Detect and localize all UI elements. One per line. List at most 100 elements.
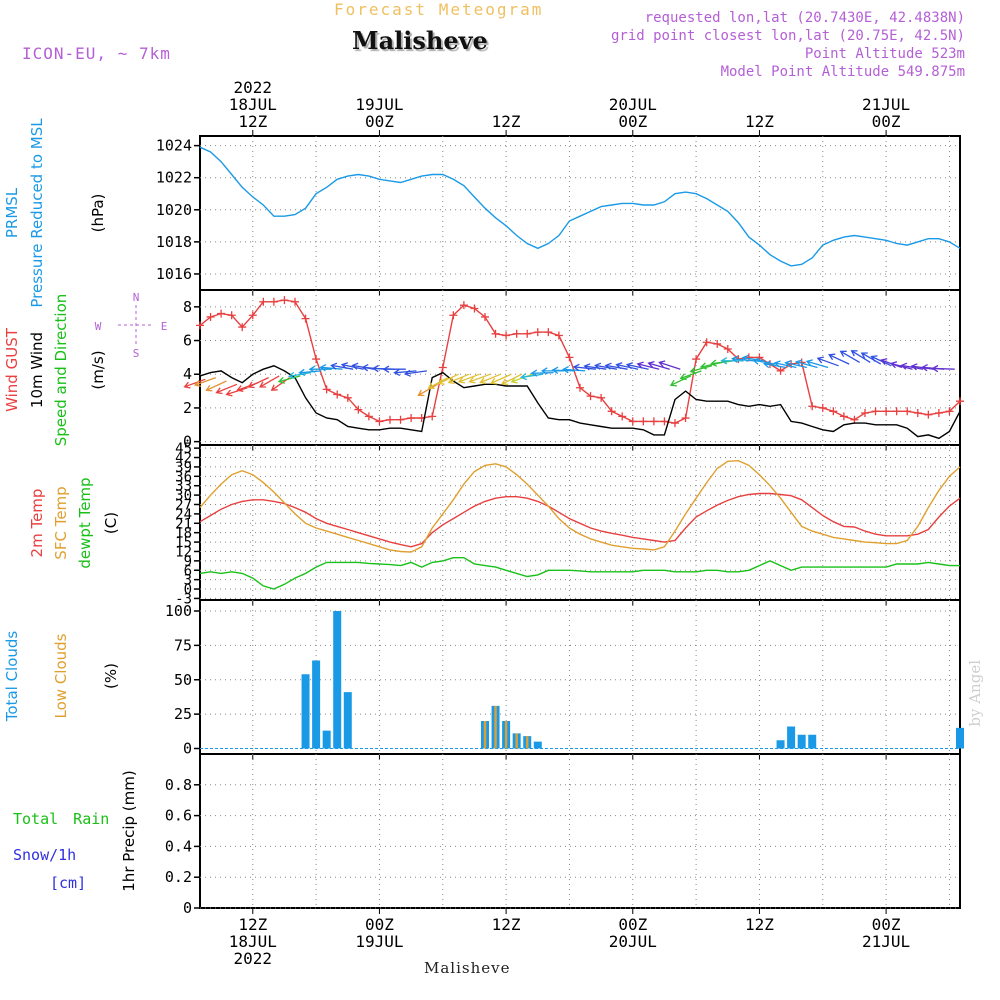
cloud-bar-total (797, 734, 806, 749)
wind-barb (900, 362, 924, 370)
wind-barb (850, 350, 871, 363)
wind-barb (816, 356, 839, 367)
gust-marker (681, 414, 690, 423)
wind-barb (308, 365, 332, 373)
cloud-bar-total (787, 726, 796, 749)
gust-marker (618, 412, 627, 421)
bottom-time-label: 18JUL (229, 932, 277, 951)
gust-marker (438, 363, 447, 372)
panel-label: dewpt Temp (76, 477, 94, 568)
gust-marker (428, 412, 437, 421)
cloud-bar-low (494, 705, 497, 749)
compass-north: N (133, 291, 140, 304)
cloud-bar-total (301, 674, 310, 749)
gust-marker (248, 311, 257, 320)
panel-frame (199, 753, 961, 909)
gust-marker (808, 402, 817, 411)
y-tick-label: 24 (175, 507, 192, 523)
gust-marker (861, 408, 869, 417)
wind-barb (287, 371, 311, 380)
cloud-bar-total (956, 727, 964, 749)
top-time-label: 12Z (238, 112, 267, 131)
wind-barb (636, 361, 660, 370)
cloud-bar-total (533, 741, 542, 749)
y-tick-label: 1022 (156, 169, 192, 187)
panel-label: (C) (102, 512, 120, 534)
bottom-time-label: 00Z (365, 915, 394, 934)
top-time-label: 18JUL (229, 95, 277, 114)
gust-marker (301, 314, 310, 323)
wind-barb (828, 353, 850, 365)
gust-marker (544, 328, 553, 337)
y-tick-label: 0 (184, 582, 192, 598)
series-line-tsfc (199, 459, 961, 553)
wind-barb (615, 362, 639, 370)
wind-barb (403, 369, 427, 377)
gust-marker (924, 410, 933, 419)
y-tick-label: 0 (183, 433, 192, 451)
y-tick-label: 33 (175, 479, 192, 495)
gust-marker (333, 390, 342, 399)
wind-barb (679, 370, 702, 381)
y-tick-label: 50 (174, 671, 192, 689)
gust-marker (892, 407, 901, 416)
series-line-wind10m (199, 365, 961, 440)
panel-label: 10m Wind (28, 332, 46, 408)
gust-marker (238, 323, 247, 332)
bottom-time-label: 2022 (234, 949, 273, 968)
wind-barb (669, 375, 692, 387)
gust-marker (491, 329, 500, 338)
grid-point-location: grid point closest lon,lat (20.75E, 42.5… (610, 28, 965, 44)
gust-marker (956, 397, 964, 406)
top-time-label: 19JUL (355, 95, 403, 114)
snow-legend: Snow/1h (13, 846, 77, 864)
model-point-altitude: Model Point Altitude 549.875m (720, 64, 965, 80)
gust-marker (586, 392, 595, 401)
wind-barb (479, 373, 502, 385)
gust-marker (649, 417, 658, 426)
y-tick-label: 18 (175, 526, 192, 542)
point-altitude: Point Altitude 523m (804, 46, 965, 62)
cloud-bar-total (333, 611, 342, 749)
panel-frame (199, 444, 961, 601)
wind-barb (731, 355, 755, 363)
panel-label: 1hr Precip (mm) (120, 770, 138, 891)
gust-marker (723, 344, 732, 353)
wind-barb (417, 383, 438, 397)
top-time-label: 20JUL (609, 95, 657, 114)
y-tick-label: 8 (183, 298, 192, 316)
wind-barb (259, 375, 280, 388)
gust-marker (533, 328, 542, 337)
snow-legend-unit: [cm] (50, 874, 87, 892)
cloud-bar-total (312, 660, 321, 749)
wind-barb (340, 362, 364, 370)
cloud-bar-low (504, 721, 508, 749)
wind-barb (490, 373, 512, 385)
gust-marker (481, 312, 489, 321)
gust-marker (512, 329, 521, 338)
wind-barb (468, 373, 491, 384)
wind-barb (551, 366, 575, 374)
y-tick-label: 4 (183, 365, 192, 383)
panel-label: (hPa) (89, 194, 107, 233)
gust-marker (470, 304, 479, 313)
wind-barb (720, 357, 744, 365)
wind-barb (658, 360, 681, 370)
app-title: Forecast Meteogram (334, 0, 544, 19)
cloud-bar-total (322, 730, 331, 749)
series-line-dewpt (199, 557, 960, 590)
station-name: Malisheve (352, 26, 488, 55)
bottom-time-label: 12Z (492, 915, 521, 934)
gust-marker (934, 408, 943, 417)
gust-marker (269, 297, 278, 306)
y-tick-label: 39 (175, 460, 192, 476)
panel-precip: 0 0.2 0.4 0.6 0.8 1hr Precip (mm) (120, 753, 961, 917)
wind-barb (520, 372, 544, 381)
top-time-label: 12Z (745, 112, 774, 131)
top-time-label: 2022 (234, 78, 273, 97)
top-time-label: 00Z (618, 112, 647, 131)
gust-marker (280, 296, 289, 305)
panel-label: (m/s) (89, 350, 107, 389)
wind-barb (183, 378, 206, 389)
